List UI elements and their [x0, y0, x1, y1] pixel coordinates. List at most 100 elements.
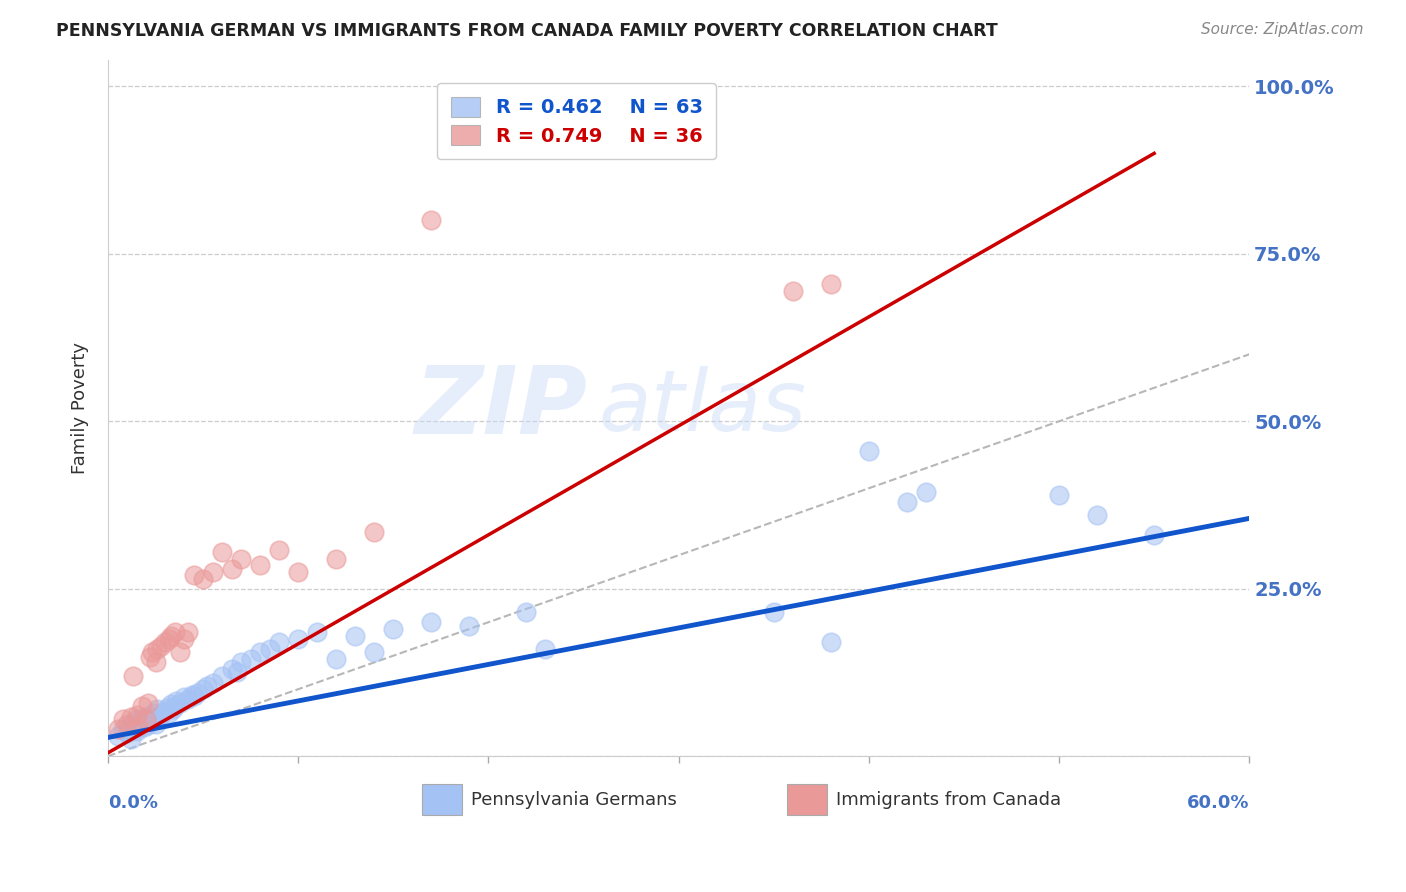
Legend: R = 0.462    N = 63, R = 0.749    N = 36: R = 0.462 N = 63, R = 0.749 N = 36 — [437, 83, 716, 160]
Point — [131, 714, 153, 729]
Point — [127, 721, 149, 735]
Point — [762, 605, 785, 619]
Point — [156, 701, 179, 715]
Point — [325, 551, 347, 566]
Point — [159, 697, 181, 711]
Point — [191, 572, 214, 586]
Point — [125, 707, 148, 722]
Point — [141, 645, 163, 659]
Point — [420, 213, 443, 227]
Point — [239, 652, 262, 666]
Point — [146, 642, 169, 657]
Text: 60.0%: 60.0% — [1187, 795, 1250, 813]
Point — [169, 696, 191, 710]
Point — [145, 717, 167, 731]
Point — [249, 558, 271, 573]
Point — [858, 444, 880, 458]
Point — [107, 723, 129, 737]
Point — [259, 642, 281, 657]
Point — [150, 639, 173, 653]
Point — [195, 679, 218, 693]
Point — [153, 704, 176, 718]
Point — [136, 696, 159, 710]
Point — [515, 605, 537, 619]
Point — [287, 565, 309, 579]
Point — [221, 662, 243, 676]
Point — [153, 635, 176, 649]
Point — [1143, 528, 1166, 542]
Point — [163, 625, 186, 640]
Point — [287, 632, 309, 646]
Point — [145, 656, 167, 670]
Point — [211, 669, 233, 683]
Point — [307, 625, 329, 640]
Y-axis label: Family Poverty: Family Poverty — [72, 342, 89, 474]
Point — [166, 694, 188, 708]
FancyBboxPatch shape — [422, 784, 461, 815]
Point — [115, 717, 138, 731]
Point — [420, 615, 443, 630]
Point — [139, 709, 162, 723]
Point — [118, 719, 141, 733]
Point — [221, 561, 243, 575]
Point — [129, 717, 152, 731]
Point — [186, 685, 208, 699]
Point — [177, 625, 200, 640]
Point — [173, 632, 195, 646]
Point — [146, 702, 169, 716]
Point — [120, 732, 142, 747]
Point — [127, 719, 149, 733]
Point — [226, 665, 249, 680]
Point — [231, 551, 253, 566]
Text: Pennsylvania Germans: Pennsylvania Germans — [471, 791, 676, 809]
Point — [121, 715, 143, 730]
Point — [121, 669, 143, 683]
Text: PENNSYLVANIA GERMAN VS IMMIGRANTS FROM CANADA FAMILY POVERTY CORRELATION CHART: PENNSYLVANIA GERMAN VS IMMIGRANTS FROM C… — [56, 22, 998, 40]
Text: atlas: atlas — [599, 367, 807, 450]
Point — [896, 494, 918, 508]
Point — [325, 652, 347, 666]
Point — [107, 729, 129, 743]
Point — [125, 723, 148, 738]
Point — [820, 635, 842, 649]
Point — [458, 618, 481, 632]
Point — [120, 710, 142, 724]
Text: 0.0%: 0.0% — [108, 795, 157, 813]
Text: ZIP: ZIP — [415, 362, 588, 454]
Point — [112, 723, 135, 737]
Point — [183, 689, 205, 703]
Point — [915, 484, 938, 499]
Point — [136, 717, 159, 731]
Point — [231, 656, 253, 670]
Point — [150, 707, 173, 722]
Point — [142, 706, 165, 720]
Text: Immigrants from Canada: Immigrants from Canada — [837, 791, 1062, 809]
Point — [534, 642, 557, 657]
Point — [183, 568, 205, 582]
Point — [180, 688, 202, 702]
Text: Source: ZipAtlas.com: Source: ZipAtlas.com — [1201, 22, 1364, 37]
FancyBboxPatch shape — [787, 784, 827, 815]
Point — [201, 675, 224, 690]
Point — [249, 645, 271, 659]
Point — [269, 542, 291, 557]
Point — [131, 698, 153, 713]
Point — [1047, 488, 1070, 502]
Point — [157, 706, 180, 720]
Point — [159, 629, 181, 643]
Point — [134, 720, 156, 734]
Point — [148, 709, 170, 723]
Point — [125, 712, 148, 726]
Point — [1085, 508, 1108, 522]
Point — [201, 565, 224, 579]
Point — [344, 629, 367, 643]
Point — [162, 702, 184, 716]
Point — [269, 635, 291, 649]
Point — [169, 645, 191, 659]
Point — [163, 698, 186, 713]
Point — [820, 277, 842, 291]
Point — [363, 524, 385, 539]
Point — [211, 545, 233, 559]
Point — [157, 632, 180, 646]
Point — [173, 690, 195, 705]
